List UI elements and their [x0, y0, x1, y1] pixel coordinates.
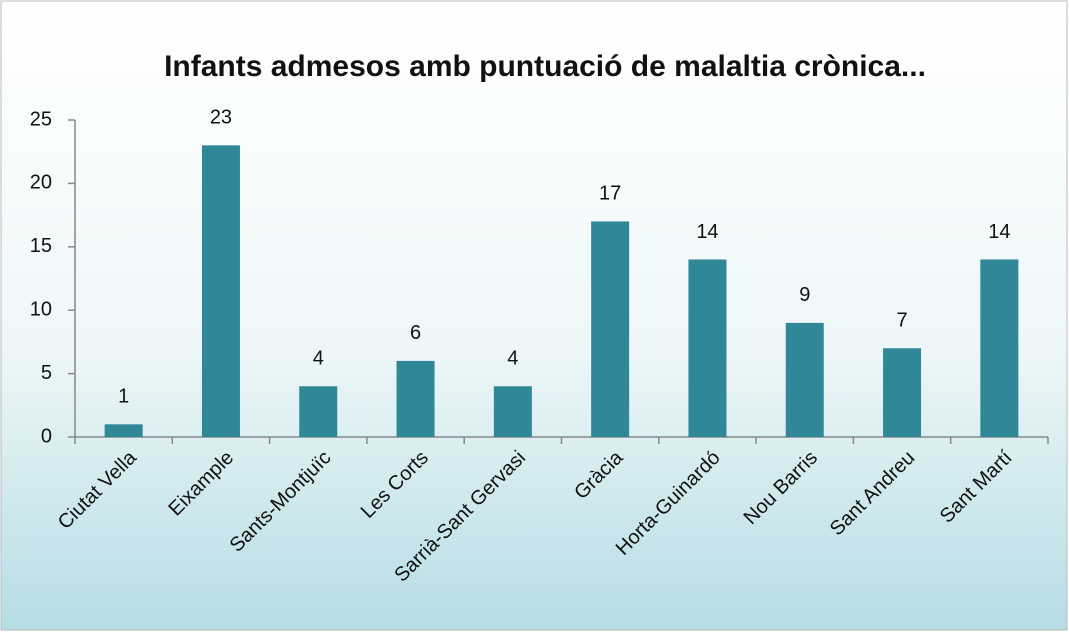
y-tick-label: 5: [41, 362, 52, 384]
data-label: 14: [988, 221, 1010, 243]
bar: [396, 360, 435, 437]
bar: [299, 386, 338, 437]
data-label: 4: [507, 348, 518, 370]
y-tick-label: 15: [30, 235, 52, 257]
bar: [980, 259, 1019, 437]
data-label: 4: [313, 348, 324, 370]
bar: [104, 424, 143, 437]
bar: [688, 259, 727, 437]
bar: [201, 145, 240, 438]
y-tick-label: 10: [30, 298, 52, 320]
data-label: 1: [118, 386, 129, 408]
y-tick-label: 25: [30, 108, 52, 130]
y-tick-label: 20: [30, 172, 52, 194]
data-label: 14: [696, 221, 718, 243]
bar: [785, 322, 824, 437]
chart-title: Infants admesos amb puntuació de malalti…: [164, 50, 926, 83]
y-tick-label: 0: [41, 425, 52, 447]
data-label: 23: [210, 107, 232, 129]
data-label: 9: [799, 284, 810, 306]
bar: [883, 348, 922, 437]
data-label: 17: [599, 183, 621, 205]
bar: [493, 386, 532, 437]
data-label: 6: [410, 322, 421, 344]
bar: [591, 221, 630, 437]
data-label: 7: [896, 310, 907, 332]
